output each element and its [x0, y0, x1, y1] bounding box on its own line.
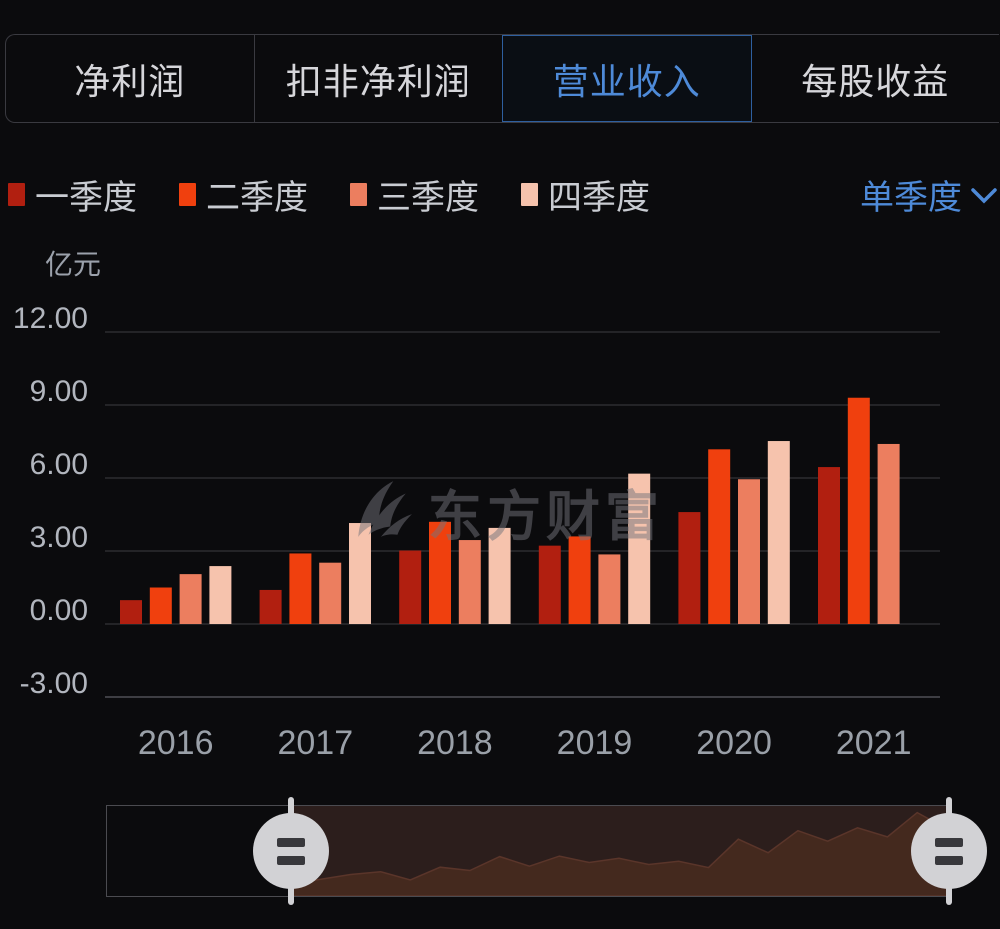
- bar-2016-三季度[interactable]: [179, 574, 202, 624]
- legend-swatch-icon: [179, 182, 196, 206]
- legend-swatch-icon: [521, 182, 538, 206]
- bar-2019-四季度[interactable]: [628, 473, 651, 624]
- y-tick-label: 9.00: [29, 375, 88, 409]
- legend-item-q4[interactable]: 四季度: [521, 170, 650, 219]
- bar-2020-二季度[interactable]: [708, 449, 731, 624]
- bar-2018-四季度[interactable]: [488, 527, 511, 624]
- legend-item-q3[interactable]: 三季度: [350, 170, 479, 219]
- y-tick-label: 3.00: [29, 521, 88, 554]
- datazoom-left-handle[interactable]: [253, 797, 329, 905]
- y-tick-label: 0.00: [29, 594, 88, 627]
- grip-line: [935, 837, 963, 847]
- bar-2017-二季度[interactable]: [289, 553, 312, 624]
- chart-legend: 一季度 二季度 三季度 四季度: [8, 170, 650, 219]
- bar-2016-一季度[interactable]: [120, 600, 142, 624]
- legend-label: 一季度: [35, 178, 137, 217]
- legend-label: 四季度: [548, 178, 650, 217]
- bar-2021-一季度[interactable]: [818, 467, 840, 624]
- drag-handle-icon[interactable]: [911, 813, 987, 889]
- preview-area-path: [291, 811, 947, 896]
- datazoom-right-handle[interactable]: [911, 797, 987, 905]
- bar-2017-一季度[interactable]: [259, 589, 282, 624]
- bar-2019-三季度[interactable]: [598, 554, 621, 624]
- bar-2016-四季度[interactable]: [209, 566, 232, 624]
- period-selector[interactable]: 单季度: [860, 172, 998, 217]
- bar-2018-一季度[interactable]: [399, 550, 422, 624]
- legend-item-q1[interactable]: 一季度: [8, 170, 137, 219]
- bar-2020-一季度[interactable]: [678, 512, 701, 624]
- tab-operating-revenue[interactable]: 营业收入: [502, 35, 752, 122]
- period-selector-label: 单季度: [860, 178, 962, 217]
- x-tick-label-2016: 2016: [137, 724, 214, 762]
- y-tick-label: -3.00: [19, 666, 88, 700]
- chevron-down-icon: [970, 175, 998, 214]
- grip-line: [277, 855, 305, 865]
- tab-bar: 净利润 扣非净利润 营业收入 每股收益: [5, 34, 999, 123]
- grip-line: [935, 855, 963, 865]
- datazoom-selected-window[interactable]: [291, 806, 947, 896]
- legend-label: 三季度: [377, 178, 479, 217]
- bar-2018-二季度[interactable]: [429, 521, 451, 624]
- legend-swatch-icon: [350, 182, 367, 206]
- legend-swatch-icon: [8, 182, 25, 206]
- bar-2017-四季度[interactable]: [349, 523, 371, 624]
- bar-2021-三季度[interactable]: [877, 443, 900, 624]
- y-tick-label: 12.00: [12, 302, 88, 336]
- bar-2019-二季度[interactable]: [568, 536, 591, 624]
- bar-2019-一季度[interactable]: [538, 545, 561, 624]
- datazoom-preview-chart: [291, 811, 947, 896]
- bar-2020-四季度[interactable]: [767, 441, 790, 624]
- x-tick-label-2020: 2020: [696, 724, 772, 762]
- x-tick-label-2019: 2019: [556, 724, 633, 762]
- drag-handle-icon[interactable]: [253, 813, 329, 889]
- bar-2020-三季度[interactable]: [738, 479, 760, 624]
- bar-2018-三季度[interactable]: [458, 540, 481, 624]
- x-tick-label-2018: 2018: [417, 724, 493, 762]
- grip-line: [277, 837, 305, 847]
- legend-label: 二季度: [206, 178, 308, 217]
- bar-chart-plot: [105, 331, 940, 698]
- tab-non-gaap-net-profit[interactable]: 扣非净利润: [285, 60, 471, 102]
- bar-2016-二季度[interactable]: [149, 587, 172, 624]
- legend-item-q2[interactable]: 二季度: [179, 170, 308, 219]
- bar-2021-二季度[interactable]: [847, 397, 870, 624]
- y-axis-unit-label: 亿元: [45, 249, 102, 280]
- tab-net-profit[interactable]: 净利润: [6, 35, 255, 122]
- y-tick-label: 6.00: [29, 448, 88, 482]
- x-tick-label-2017: 2017: [277, 724, 354, 762]
- datazoom-track[interactable]: [106, 797, 987, 905]
- tab-eps[interactable]: 每股收益: [801, 60, 950, 102]
- x-tick-label-2021: 2021: [835, 724, 912, 762]
- bar-2017-三季度[interactable]: [319, 562, 342, 624]
